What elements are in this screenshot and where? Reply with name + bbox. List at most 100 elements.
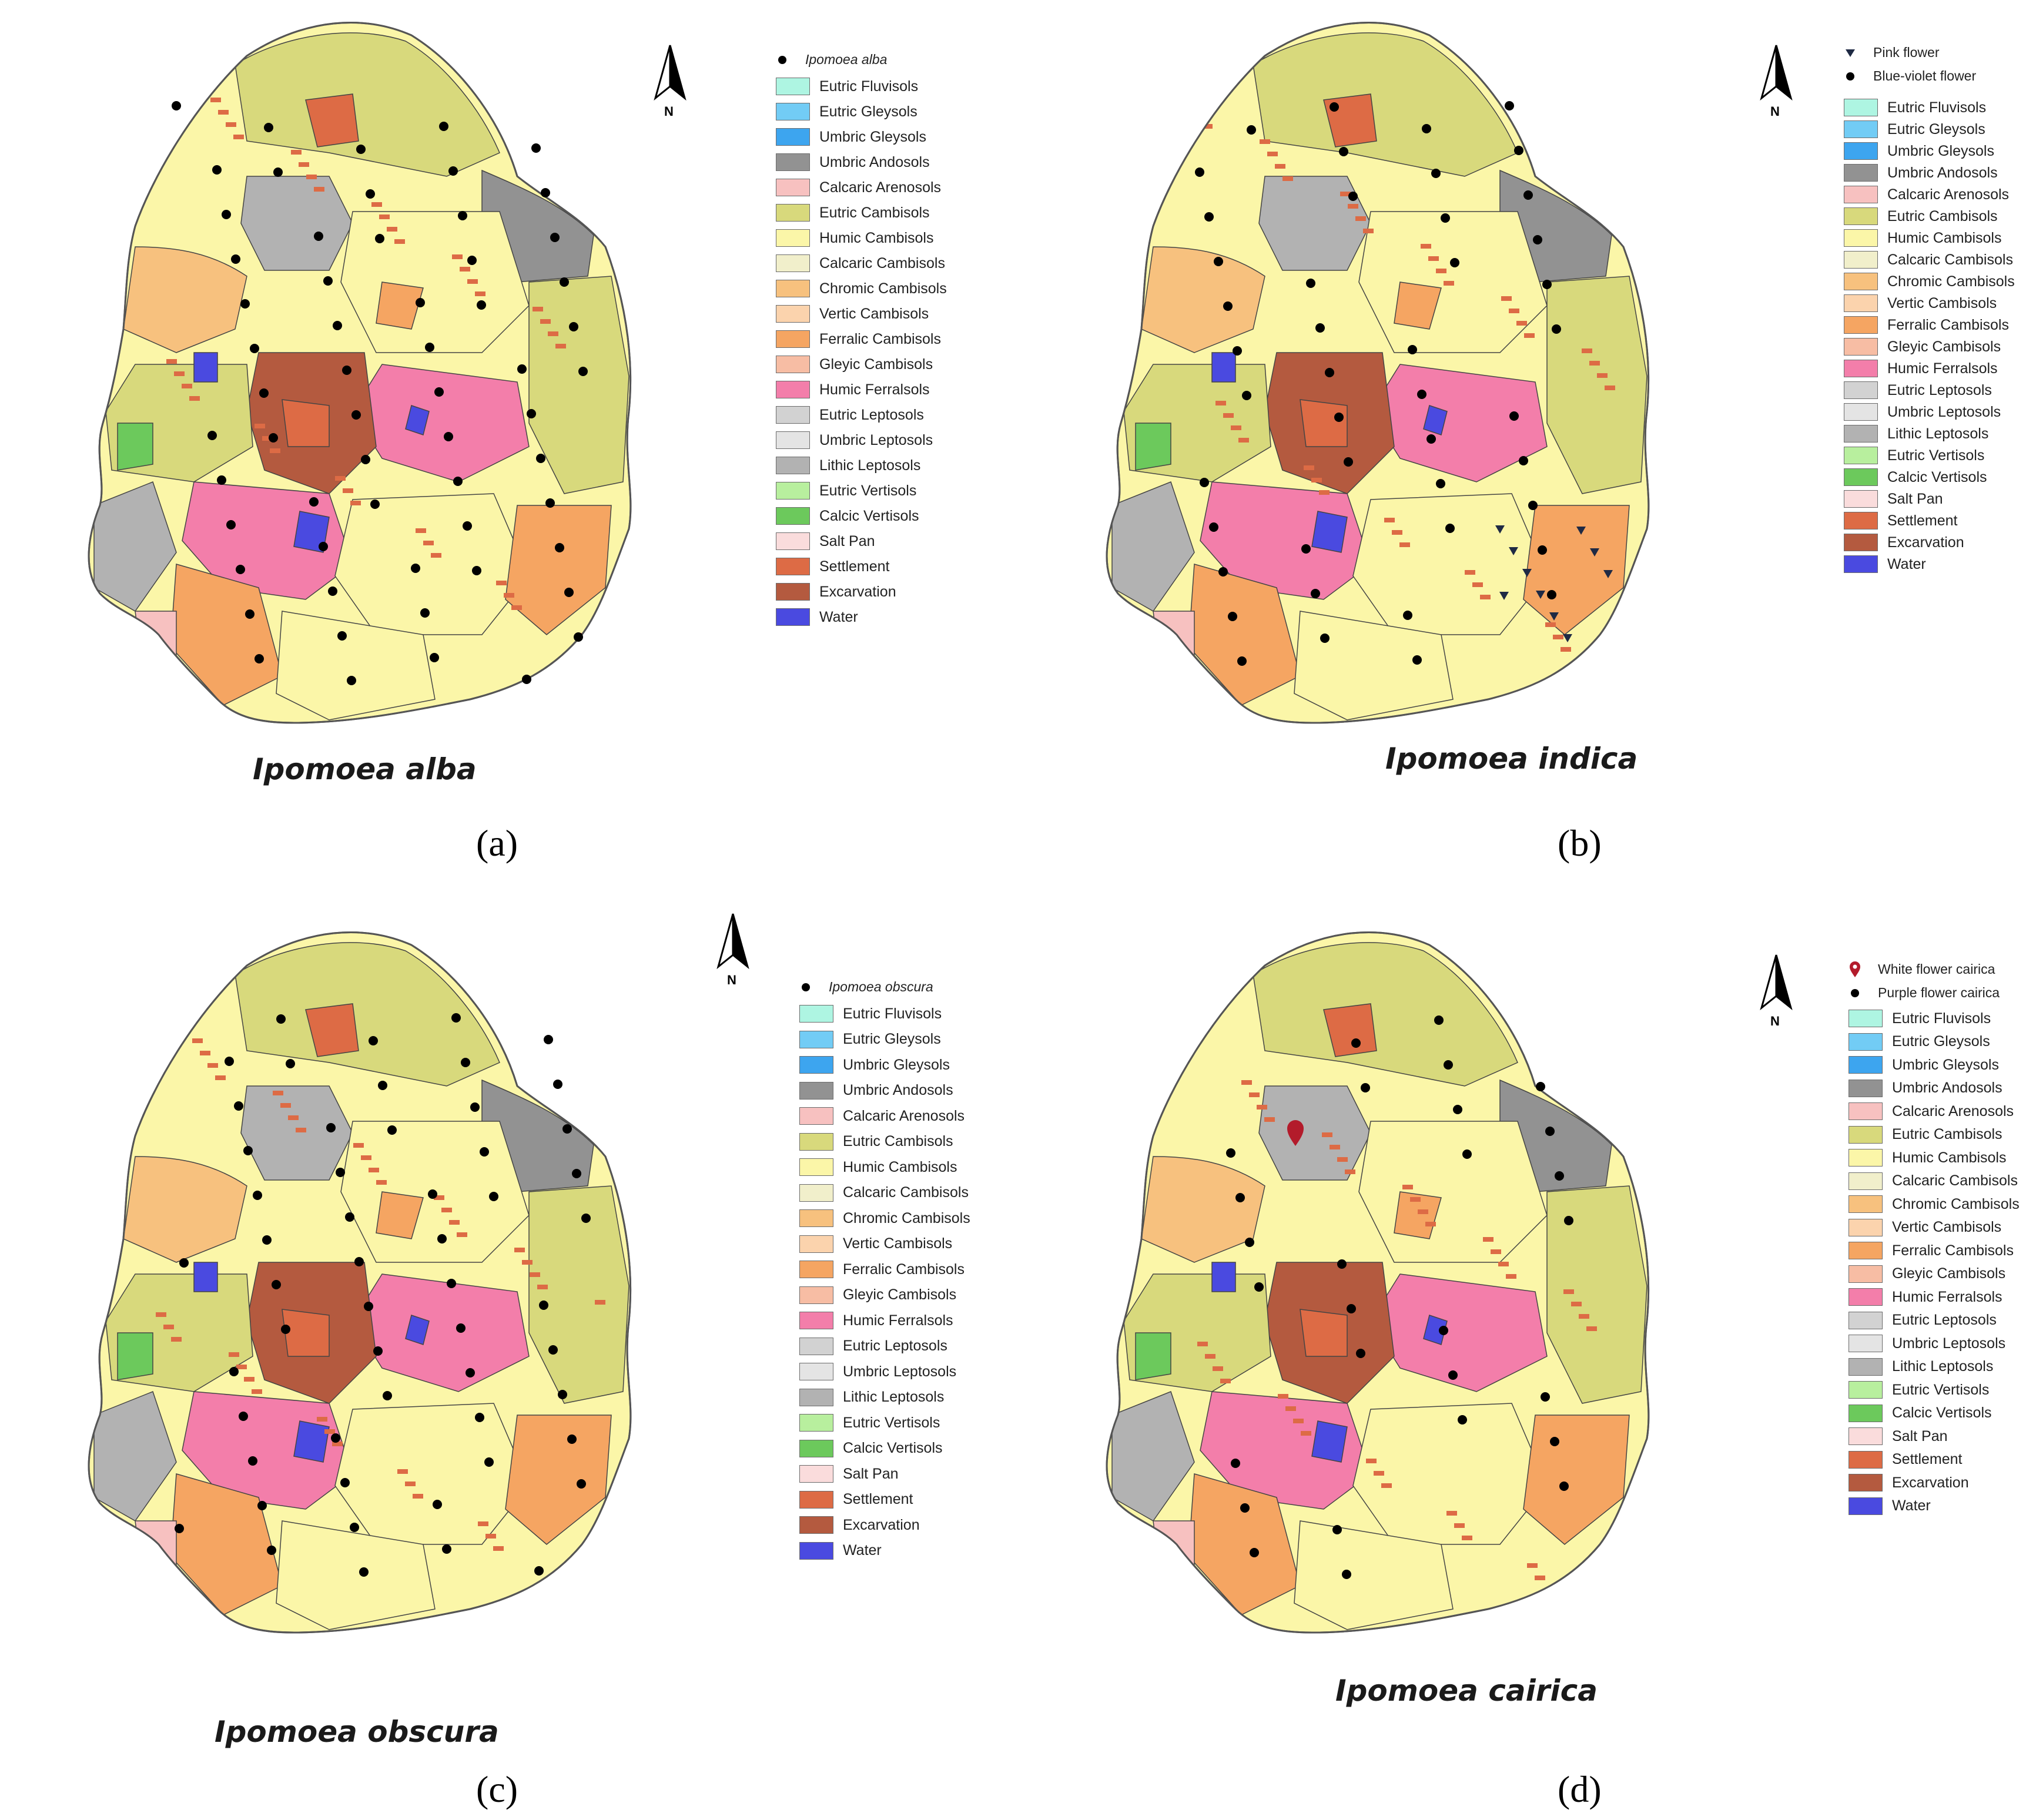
soil-region [1200,481,1371,600]
north-arrow-icon [716,913,749,970]
settlement-patch [1586,1326,1597,1331]
soil-swatch [1849,1404,1883,1422]
settlement-patch [1202,124,1213,129]
settlement-patch [1301,1431,1311,1436]
occurrence-dot [1223,301,1233,311]
soil-swatch [1844,555,1878,573]
soil-legend-label: Water [1892,1497,1931,1514]
soil-swatch [1849,1010,1883,1027]
soil-legend-item: Umbric Gleysols [776,128,926,146]
north-arrow-icon [1760,45,1793,101]
soil-legend-label: Eutric Gleysols [1887,120,1985,138]
triangle-marker [1499,592,1509,600]
soil-legend-label: Eutric Gleysols [1892,1033,1990,1050]
soil-map-b [1106,21,1650,724]
occurrence-dot [245,609,254,619]
soil-legend-label: Eutric Leptosols [819,406,924,423]
occurrence-dot [264,123,273,132]
settlement-patch [533,307,543,311]
soil-legend-label: Humic Cambisols [819,229,934,246]
soil-swatch [1844,468,1878,486]
soil-legend-label: Calcic Vertisols [819,507,919,524]
soil-legend-item: Chromic Cambisols [1849,1195,2020,1213]
settlement-patch [460,267,470,272]
soil-region [1135,1332,1171,1380]
settlement-patch [210,98,221,102]
occurrence-dot [1200,478,1209,487]
soil-swatch [799,1286,833,1304]
occurrence-dot [1441,213,1450,223]
occurrence-dot [342,366,351,375]
soil-legend-label: Calcaric Cambisols [819,254,945,272]
settlement-patch [1194,112,1205,116]
occurrence-dot [581,1214,591,1223]
soil-legend-label: Calcic Vertisols [843,1440,943,1456]
settlement-patch [270,448,280,453]
soil-legend-label: Umbric Gleysols [1887,142,1994,159]
soil-swatch [799,1056,833,1074]
settlement-patch [1582,348,1592,353]
occurrence-dot [1445,524,1455,533]
settlement-patch [467,279,478,284]
soil-region [376,281,424,330]
panel-d: N White flower cairica Purple flower cair… [1018,910,2036,1820]
occurrence-dot [1547,590,1556,599]
settlement-patch [1278,1394,1288,1399]
soil-region [1546,1185,1647,1404]
soil-legend-label: Calcic Vertisols [1892,1405,1992,1421]
settlement-patch [475,291,485,296]
island-border [1106,21,1650,724]
soil-legend-label: Settlement [819,558,890,575]
soil-region [1141,246,1265,353]
occurrence-dot [548,1345,558,1355]
occurrence-dot [433,1500,442,1509]
soil-legend-item: Chromic Cambisols [799,1209,970,1227]
occurrence-dot [1448,1370,1458,1380]
soil-legend-item: Humic Cambisols [1844,229,2001,247]
settlement-patch [1355,216,1366,221]
soil-swatch [1844,207,1878,225]
occurrence-dot [456,1323,466,1333]
soil-region [1253,942,1518,1087]
panel-title-a: Ipomoea alba [253,752,477,786]
settlement-patch [496,581,507,585]
occurrence-dot [225,1057,234,1066]
soil-legend-item: Umbric Gleysols [799,1056,950,1074]
north-arrow-a: N [649,42,691,119]
occurrence-dot [1444,1060,1453,1070]
soil-legend-label: Calcaric Arenosols [1887,186,2010,203]
soil-legend-item: Calcaric Cambisols [1844,251,2013,269]
occurrence-dot [229,1367,239,1376]
soil-legend-item: Water [799,1541,882,1560]
panel-title-c: Ipomoea obscura [215,1715,499,1749]
occurrence-dot [562,1124,572,1134]
soil-swatch [776,153,810,171]
soil-legend-label: Salt Pan [1892,1427,1948,1444]
triangle-marker [1590,548,1599,557]
settlement-patch [449,1220,460,1225]
north-label: N [727,973,736,987]
soil-swatch [1849,1149,1883,1167]
soil-legend-label: Vertic Cambisols [819,305,929,322]
soil-legend-item: Eutric Cambisols [1844,207,1998,225]
dot-marker-icon [776,53,789,66]
settlement-patch [335,476,346,481]
occurrence-dot [1235,1193,1245,1202]
soil-swatch [776,305,810,323]
occurrence-dot [359,1567,369,1577]
map-pin-icon [1287,1120,1304,1146]
soil-region [1200,1391,1371,1510]
soil-region [1253,32,1518,177]
occurrence-dot [1533,235,1542,244]
occurrence-dot [364,1302,373,1311]
settlement-patch [371,202,382,207]
occurrence-points [1226,1015,1573,1579]
settlement-patch [566,998,577,1003]
soil-swatch [776,507,810,525]
soil-legend-label: Chromic Cambisols [1887,273,2015,290]
soil-legend-item: Calcaric Cambisols [799,1184,969,1202]
soil-legend-item: Salt Pan [1844,490,1943,508]
settlement-patch [457,1232,467,1237]
occurrence-dot [248,1456,257,1466]
soil-region [117,423,153,471]
